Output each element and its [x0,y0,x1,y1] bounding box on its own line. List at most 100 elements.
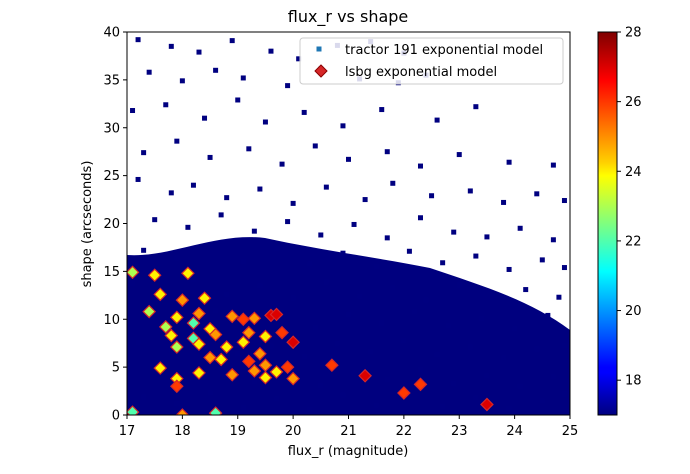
tractor-point [174,401,180,407]
tractor-point [268,48,274,54]
tractor-point [384,149,390,155]
lsbg-point [192,366,206,380]
tractor-point [417,215,423,221]
tractor-point [240,75,246,81]
legend-label-tractor: tractor 191 exponential model [345,43,543,58]
tractor-point [202,115,208,121]
tractor-point [451,229,457,235]
y-tick-label: 25 [103,169,120,184]
tractor-point [334,340,340,346]
colorbar-tick-label: 24 [625,165,642,180]
tractor-point [379,107,385,113]
lsbg-point [241,354,256,369]
tractor-point [202,336,208,342]
x-tick-label: 25 [562,424,579,439]
tractor-point [390,285,396,291]
lsbg-point [192,306,206,321]
tractor-point [561,342,567,348]
lsbg-point [480,397,494,412]
tractor-point [501,355,507,361]
lsbg-point [269,307,284,322]
tractor-point [224,291,230,297]
lsbg-point [247,311,262,326]
tractor-point [323,184,329,190]
legend-marker-lsbg [314,64,328,78]
lsbg-point [203,350,217,365]
tractor-point [506,405,512,411]
y-tick-label: 35 [103,73,120,88]
tractor-point [473,253,479,259]
tractor-point [561,391,567,397]
tractor-point [517,383,523,389]
tractor-point [429,193,435,199]
lsbg-points [127,265,494,415]
lsbg-point [413,377,428,392]
y-axis-ticks: 0 5 10 15 20 25 30 35 40 [103,26,127,424]
tractor-point [207,154,213,160]
tractor-point [196,49,202,55]
tractor-point [550,237,556,243]
lsbg-point [175,293,190,307]
x-tick-label: 20 [285,424,302,439]
y-tick-label: 0 [112,409,120,424]
tractor-point [362,197,368,203]
tractor-points [130,37,567,412]
lsbg-point [275,325,289,340]
tractor-point [229,38,235,44]
lsbg-point [127,405,140,415]
tractor-point [523,287,529,293]
tractor-point [185,376,191,382]
tractor-point [534,191,540,197]
lsbg-point [197,291,212,306]
tractor-point [456,152,462,158]
tractor-point [174,138,180,144]
legend-box [299,37,564,85]
tractor-point [141,247,147,253]
tractor-point [257,186,263,192]
tractor-point [351,370,357,376]
tractor-point [440,260,446,266]
tractor-point [235,97,241,103]
tractor-point [135,176,141,182]
lsbg-point [147,268,162,283]
tractor-point [417,163,423,169]
lsbg-point [186,316,201,330]
lsbg-point [397,386,411,400]
tractor-point [290,295,296,301]
tractor-point [451,380,457,386]
tractor-point [257,283,263,289]
tractor-point [473,104,479,110]
x-tick-label: 18 [174,424,191,439]
tractor-point [506,159,512,165]
tractor-point [379,320,385,326]
lsbg-point [169,379,184,394]
tractor-point [489,290,495,296]
tractor-point [550,374,556,380]
tractor-point [545,312,551,318]
lsbg-point [225,367,240,382]
tractor-point [285,83,291,89]
tractor-point [218,365,224,371]
tractor-point [251,378,257,384]
tractor-point [373,264,379,270]
tractor-point [152,368,158,374]
tractor-point [501,199,507,205]
tractor-point [174,255,180,261]
tractor-point [478,315,484,321]
tractor-point [312,325,318,331]
tractor-point [235,351,241,357]
tractor-point [445,323,451,329]
tractor-point [240,259,246,265]
tractor-point [141,150,147,156]
y-tick-label: 30 [103,121,120,136]
y-tick-label: 20 [103,217,120,232]
tractor-point [246,322,252,328]
tractor-point [141,394,147,400]
tractor-point [434,352,440,358]
x-axis-ticks: 17 18 19 20 21 22 23 24 25 [119,415,579,439]
tractor-point [130,280,136,286]
legend: tractor 191 exponential model lsbg expon… [299,37,564,85]
tractor-point [213,308,219,314]
x-tick-label: 23 [451,424,468,439]
lsbg-point [280,360,295,374]
